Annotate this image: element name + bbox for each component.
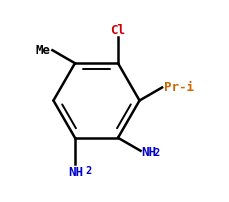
Text: Cl: Cl: [111, 24, 125, 37]
Text: 2: 2: [153, 148, 159, 158]
Text: NH: NH: [142, 146, 157, 159]
Text: 2: 2: [85, 165, 92, 175]
Text: NH: NH: [68, 165, 83, 178]
Text: Pr-i: Pr-i: [164, 81, 194, 94]
Text: Me: Me: [35, 43, 50, 56]
